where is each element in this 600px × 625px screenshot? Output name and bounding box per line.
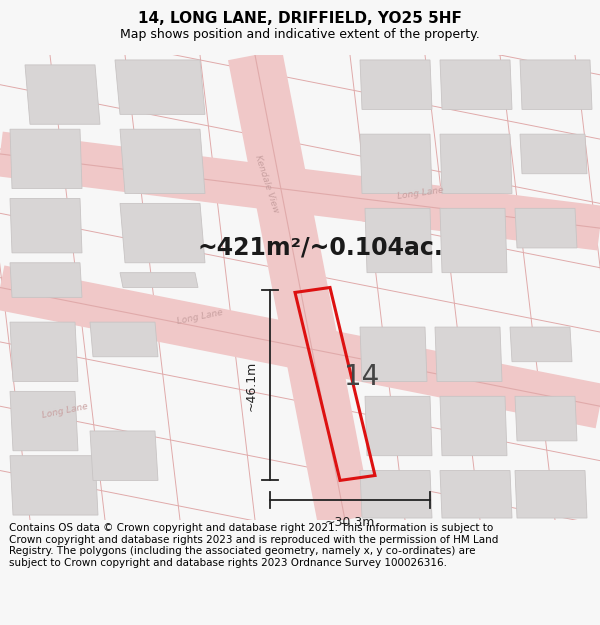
Polygon shape [10, 199, 82, 253]
Polygon shape [435, 327, 502, 381]
Text: Long Lane: Long Lane [396, 186, 444, 201]
Polygon shape [440, 396, 507, 456]
Polygon shape [365, 208, 432, 272]
Polygon shape [520, 60, 592, 109]
Polygon shape [90, 431, 158, 481]
Polygon shape [360, 134, 432, 194]
Polygon shape [520, 134, 587, 174]
Polygon shape [120, 272, 198, 288]
Polygon shape [120, 203, 205, 262]
Polygon shape [10, 322, 78, 381]
Text: ~46.1m: ~46.1m [245, 361, 258, 411]
Polygon shape [10, 456, 98, 515]
Polygon shape [120, 129, 205, 194]
Polygon shape [440, 208, 507, 272]
Text: Contains OS data © Crown copyright and database right 2021. This information is : Contains OS data © Crown copyright and d… [9, 523, 499, 568]
Text: Long Lane: Long Lane [41, 402, 89, 420]
Polygon shape [90, 322, 158, 357]
Text: Map shows position and indicative extent of the property.: Map shows position and indicative extent… [120, 28, 480, 41]
Polygon shape [440, 134, 512, 194]
Polygon shape [360, 60, 432, 109]
Polygon shape [10, 262, 82, 298]
Polygon shape [25, 65, 100, 124]
Polygon shape [515, 471, 587, 518]
Polygon shape [515, 396, 577, 441]
Text: ~421m²/~0.104ac.: ~421m²/~0.104ac. [197, 236, 443, 260]
Text: ~30.3m: ~30.3m [325, 516, 375, 529]
Text: Long Lane: Long Lane [176, 308, 224, 326]
Text: 14, LONG LANE, DRIFFIELD, YO25 5HF: 14, LONG LANE, DRIFFIELD, YO25 5HF [138, 11, 462, 26]
Polygon shape [360, 471, 432, 518]
Polygon shape [440, 60, 512, 109]
Polygon shape [510, 327, 572, 362]
Polygon shape [10, 129, 82, 189]
Text: Kendale View: Kendale View [253, 154, 281, 214]
Polygon shape [360, 327, 427, 381]
Text: 14: 14 [344, 362, 380, 391]
Polygon shape [515, 208, 577, 248]
Polygon shape [440, 471, 512, 518]
Polygon shape [10, 391, 78, 451]
Polygon shape [115, 60, 205, 114]
Polygon shape [365, 396, 432, 456]
